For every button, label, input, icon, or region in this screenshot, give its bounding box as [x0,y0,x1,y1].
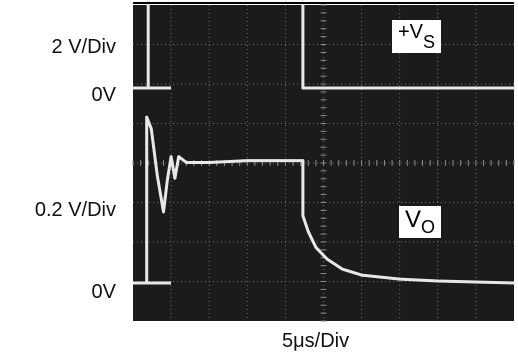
ch1-zero-label: 0V [91,84,116,106]
ch2-scale-label: 0.2 V/Div [34,199,116,221]
x-axis-label: 5μs/Div [282,330,350,352]
ch2-zero-label: 0V [91,281,116,303]
scope-traces [145,0,516,285]
vs-trace-label: +VS [392,20,442,53]
baseline-markers [133,86,171,285]
ch1-scale-label: 2 V/Div [51,36,116,58]
vs-trace [146,0,516,90]
vo-trace [145,115,516,285]
vo-trace-label: VO [399,206,442,238]
